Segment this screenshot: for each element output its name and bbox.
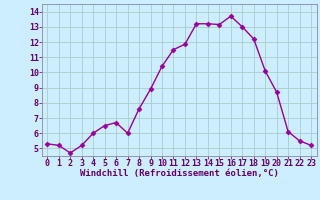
X-axis label: Windchill (Refroidissement éolien,°C): Windchill (Refroidissement éolien,°C) xyxy=(80,169,279,178)
